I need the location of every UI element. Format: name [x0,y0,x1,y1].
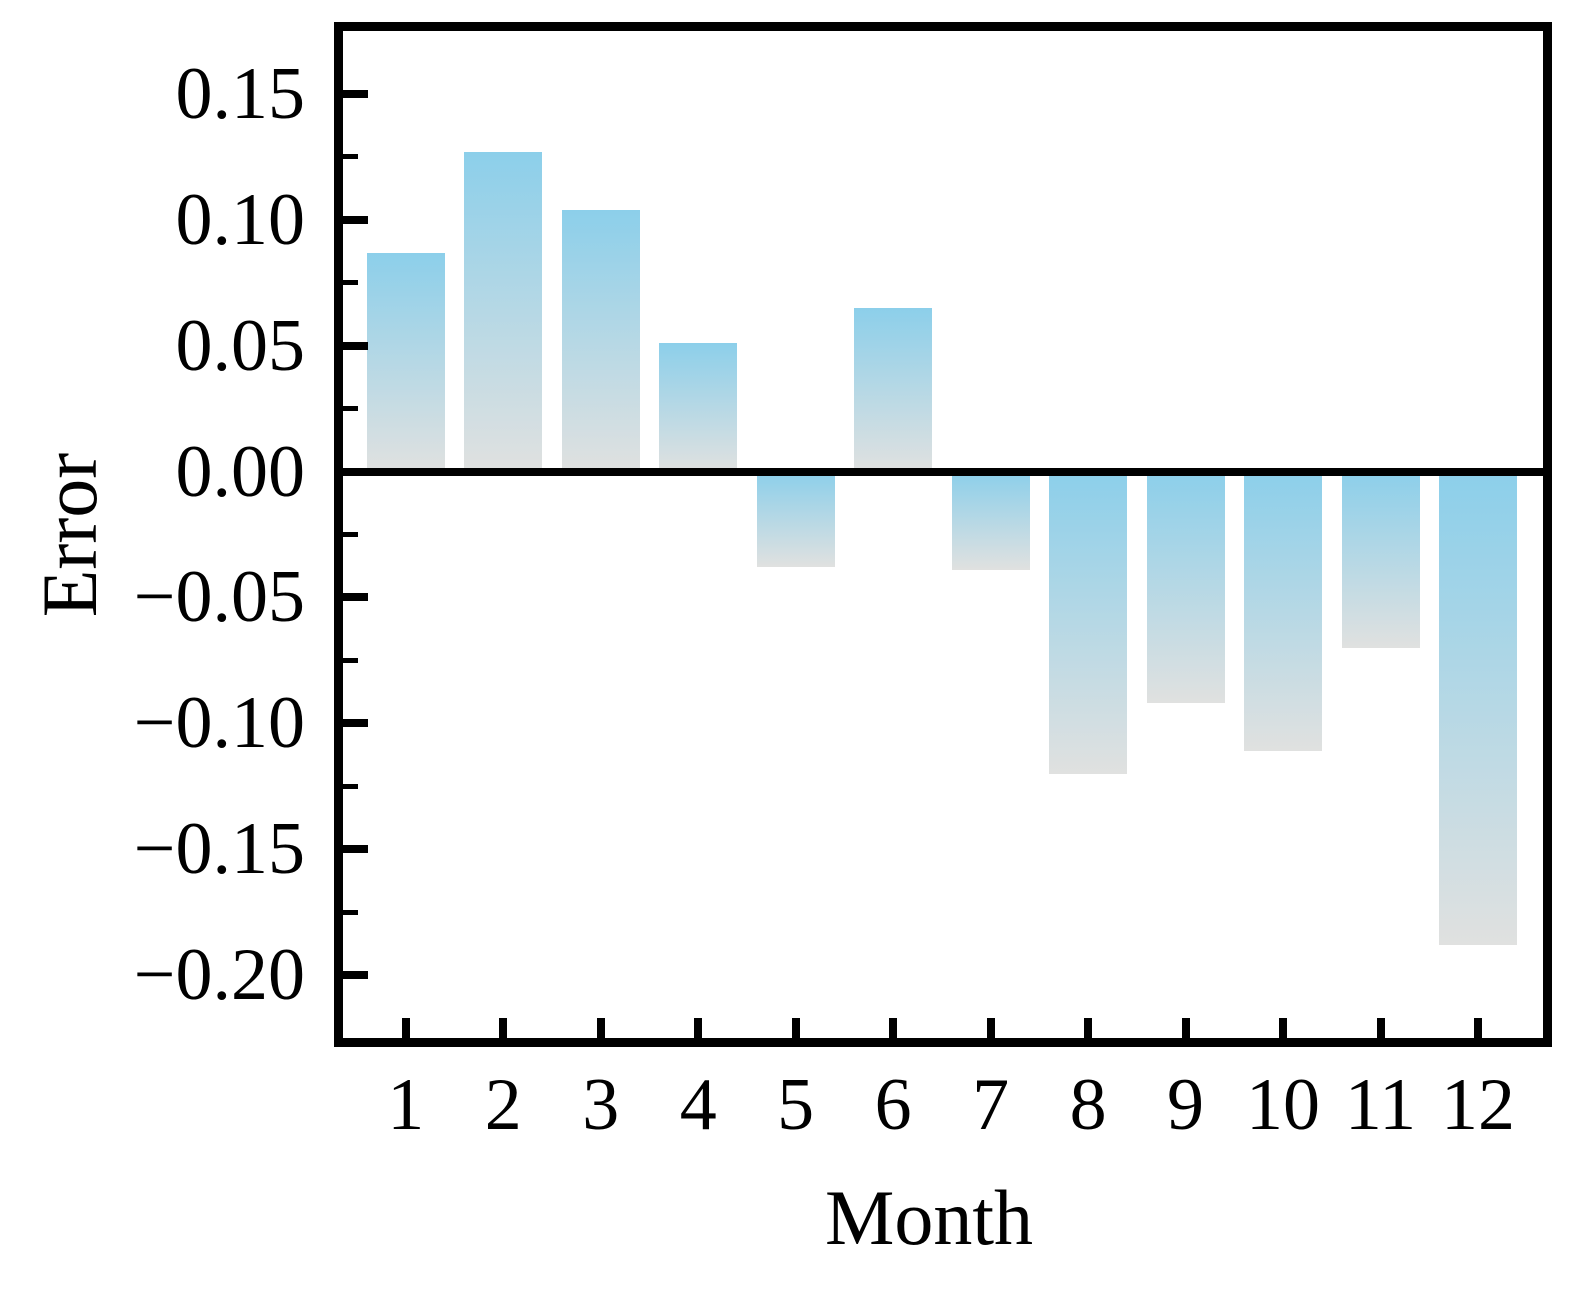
x-tick [1279,1018,1288,1038]
y-minor-tick [343,154,358,160]
x-tick [1376,1018,1385,1038]
y-major-tick [343,845,368,854]
y-minor-tick [343,406,358,412]
x-tick-label: 10 [1246,1064,1321,1146]
y-tick-label: −0.15 [133,808,305,891]
x-tick-label: 11 [1344,1064,1417,1146]
y-major-tick [343,467,368,476]
x-tick [401,1018,410,1038]
y-tick-label: −0.05 [133,556,305,639]
x-axis-label: Month [824,1174,1034,1261]
bar-month-1 [366,252,445,472]
y-minor-tick [343,657,358,663]
y-major-tick [343,971,368,980]
x-tick [1181,1018,1190,1038]
x-tick-label: 12 [1440,1064,1515,1146]
y-axis-label: Error [26,452,113,618]
bar-month-7 [951,471,1030,570]
x-tick [1084,1018,1093,1038]
x-tick [596,1018,605,1038]
y-tick-label: 0.15 [175,52,306,135]
x-tick-label: 7 [972,1064,1010,1146]
y-minor-tick [343,909,358,915]
x-tick-label: 6 [874,1064,912,1146]
y-major-tick [343,215,368,224]
bar-month-10 [1244,471,1323,751]
bar-month-4 [659,343,738,472]
bar-month-9 [1146,471,1225,704]
bar-month-12 [1438,471,1517,945]
y-major-tick [343,89,368,98]
plot-frame [334,22,1552,1047]
bar-month-6 [854,307,933,472]
x-tick [986,1018,995,1038]
x-tick-label: 2 [484,1064,522,1146]
x-tick [499,1018,508,1038]
bar-month-2 [464,151,543,472]
y-major-tick [343,341,368,350]
bar-month-11 [1341,471,1420,648]
x-tick [889,1018,898,1038]
x-tick [694,1018,703,1038]
y-tick-label: −0.10 [133,682,305,765]
bar-month-5 [756,471,835,568]
x-tick [791,1018,800,1038]
x-tick [1473,1018,1482,1038]
bar-month-8 [1049,471,1128,774]
x-tick-label: 9 [1167,1064,1205,1146]
y-tick-label: 0.00 [175,430,306,513]
plot-area [343,31,1543,1038]
y-major-tick [343,593,368,602]
zero-baseline [343,467,1543,476]
x-tick-label: 4 [679,1064,717,1146]
bar-month-3 [561,209,640,472]
x-tick-label: 8 [1069,1064,1107,1146]
x-tick-label: 1 [387,1064,425,1146]
y-tick-label: 0.10 [175,178,306,261]
y-minor-tick [343,280,358,286]
y-minor-tick [343,532,358,537]
y-tick-label: −0.20 [133,934,305,1017]
y-major-tick [343,719,368,728]
y-minor-tick [343,783,358,789]
x-tick-label: 5 [777,1064,815,1146]
y-tick-label: 0.05 [175,304,306,387]
x-tick-label: 3 [582,1064,620,1146]
